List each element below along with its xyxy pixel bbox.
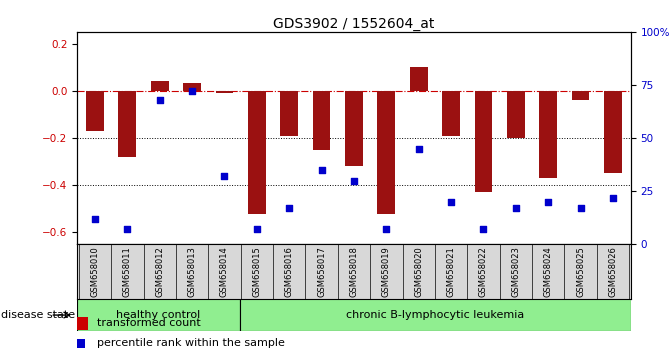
Text: GSM658026: GSM658026 xyxy=(609,246,617,297)
Text: GSM658024: GSM658024 xyxy=(544,246,553,297)
Bar xyxy=(410,67,427,91)
Bar xyxy=(77,299,240,331)
Bar xyxy=(507,91,525,138)
Text: GSM658021: GSM658021 xyxy=(447,246,456,297)
Bar xyxy=(77,339,85,348)
Text: GSM658025: GSM658025 xyxy=(576,246,585,297)
Point xyxy=(607,195,618,200)
Bar xyxy=(539,91,557,178)
Point xyxy=(349,178,360,183)
Point xyxy=(252,227,262,232)
Text: GSM658016: GSM658016 xyxy=(285,246,294,297)
Bar xyxy=(442,91,460,136)
Text: GSM658022: GSM658022 xyxy=(479,246,488,297)
Bar xyxy=(345,91,363,166)
Bar xyxy=(119,91,136,157)
Point xyxy=(381,227,392,232)
Bar xyxy=(248,91,266,213)
Text: GSM658017: GSM658017 xyxy=(317,246,326,297)
Point xyxy=(511,205,521,211)
Point xyxy=(219,173,230,179)
Point xyxy=(543,199,554,205)
Point xyxy=(154,97,165,103)
Text: chronic B-lymphocytic leukemia: chronic B-lymphocytic leukemia xyxy=(346,310,525,320)
Text: GSM658011: GSM658011 xyxy=(123,246,132,297)
Text: GSM658010: GSM658010 xyxy=(91,246,99,297)
Text: GSM658019: GSM658019 xyxy=(382,246,391,297)
Bar xyxy=(77,316,89,330)
Text: GSM658015: GSM658015 xyxy=(252,246,261,297)
Bar xyxy=(280,91,298,136)
Text: GSM658020: GSM658020 xyxy=(414,246,423,297)
Text: GSM658018: GSM658018 xyxy=(350,246,358,297)
Point xyxy=(446,199,456,205)
Point xyxy=(575,205,586,211)
Text: GSM658023: GSM658023 xyxy=(511,246,520,297)
Bar xyxy=(183,82,201,91)
Point xyxy=(284,205,295,211)
Text: percentile rank within the sample: percentile rank within the sample xyxy=(97,338,285,348)
Title: GDS3902 / 1552604_at: GDS3902 / 1552604_at xyxy=(273,17,435,31)
Text: GSM658013: GSM658013 xyxy=(188,246,197,297)
Point xyxy=(478,227,488,232)
Point xyxy=(413,146,424,152)
Text: disease state: disease state xyxy=(1,310,75,320)
Text: transformed count: transformed count xyxy=(97,318,200,328)
Bar xyxy=(474,91,493,192)
Point xyxy=(90,216,101,222)
Bar xyxy=(215,91,234,93)
Point xyxy=(316,167,327,173)
Bar xyxy=(604,91,622,173)
Bar xyxy=(240,299,631,331)
Bar xyxy=(151,81,168,91)
Text: healthy control: healthy control xyxy=(117,310,201,320)
Text: GSM658014: GSM658014 xyxy=(220,246,229,297)
Bar xyxy=(377,91,395,213)
Point xyxy=(187,88,197,94)
Point xyxy=(122,227,133,232)
Text: GSM658012: GSM658012 xyxy=(155,246,164,297)
Bar xyxy=(572,91,589,100)
Bar xyxy=(313,91,331,150)
Bar xyxy=(86,91,104,131)
